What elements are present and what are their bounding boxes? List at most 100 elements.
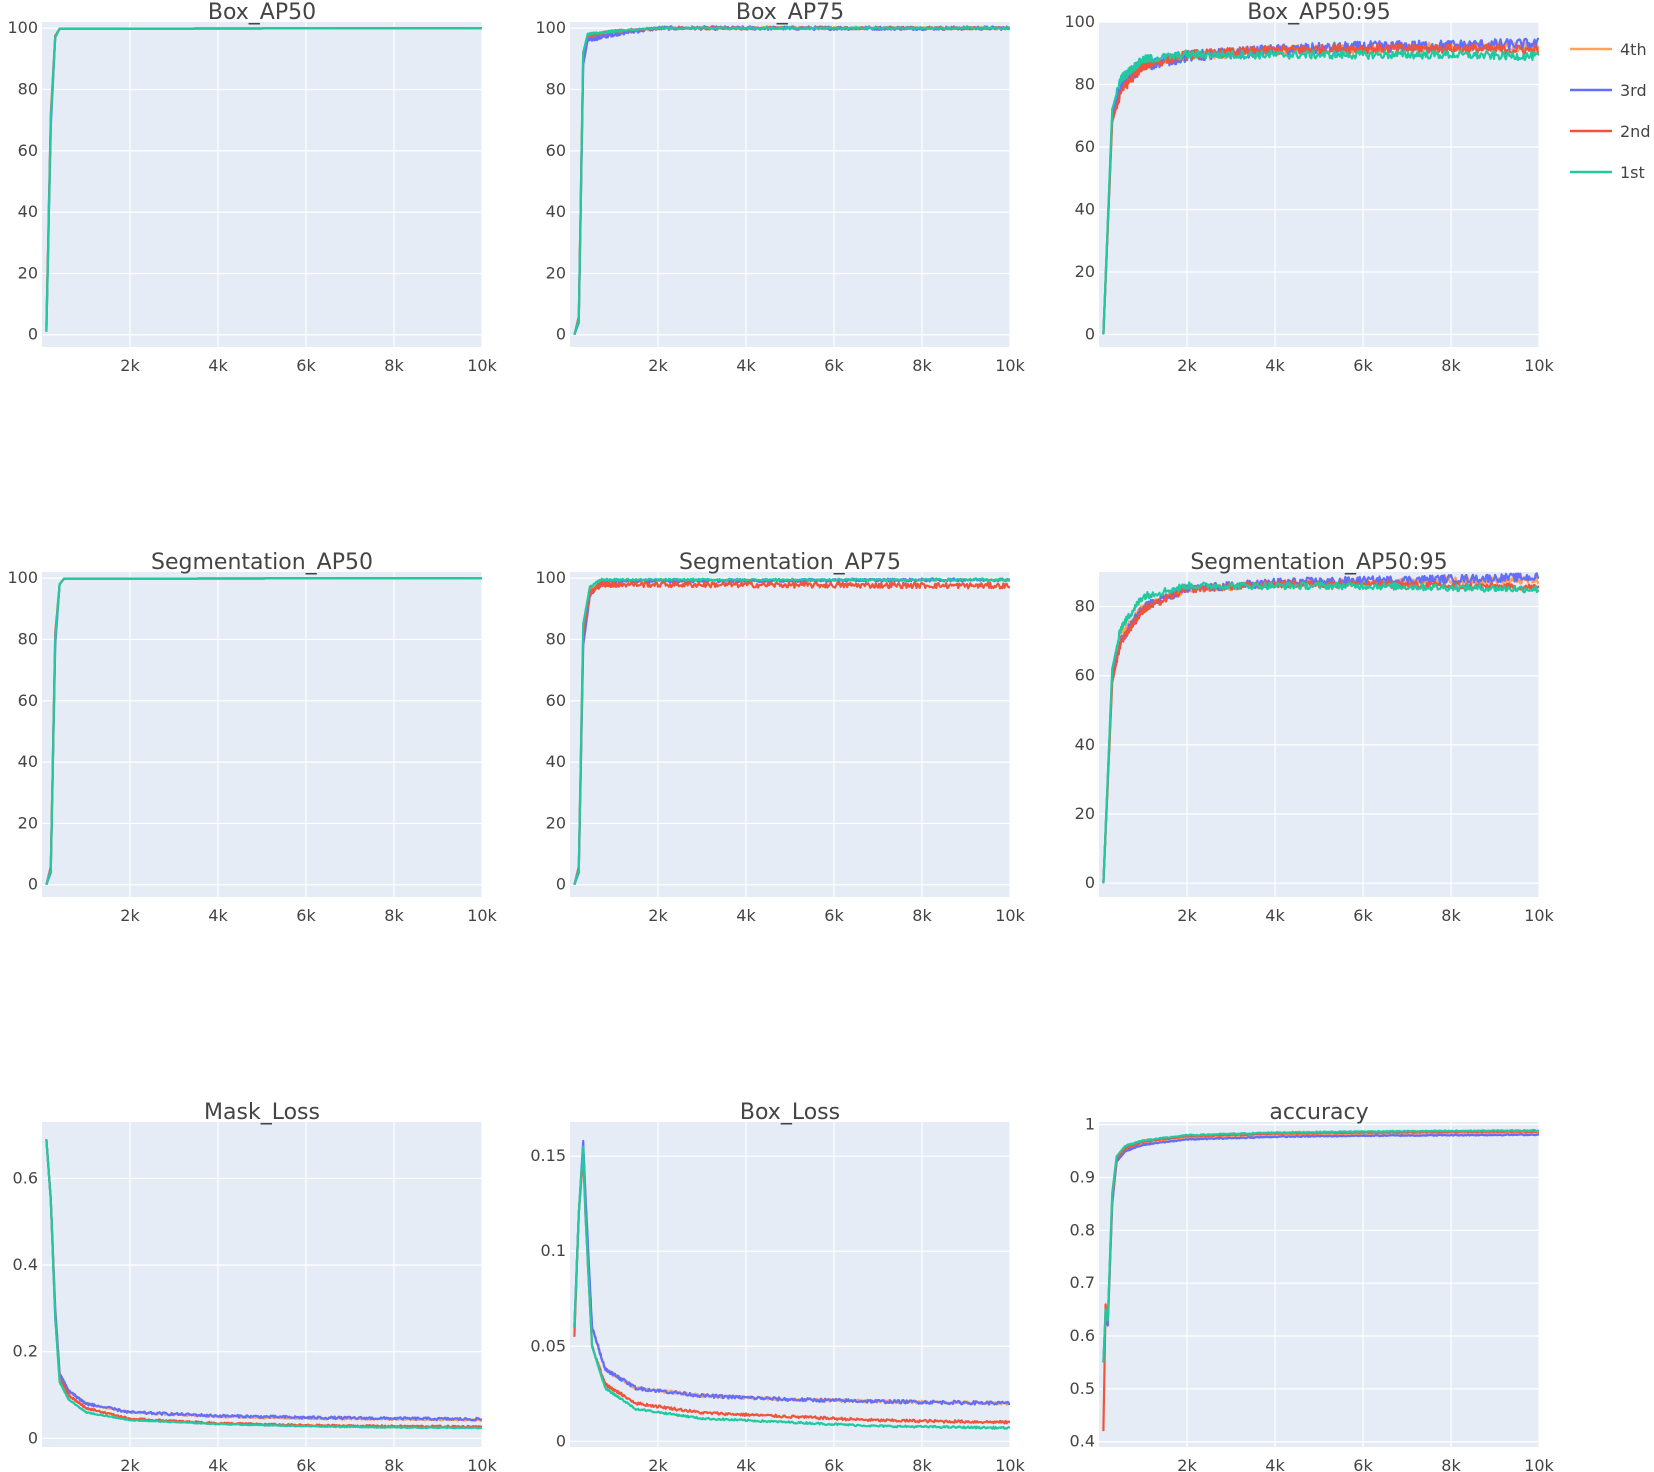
x-tick-label: 2k [1177, 356, 1197, 375]
series-line-1st [573, 26, 1010, 335]
x-tick-label: 4k [736, 1456, 756, 1472]
y-tick-label: 40 [18, 202, 38, 221]
plot-area [570, 22, 1010, 347]
x-tick-label: 6k [824, 906, 844, 925]
x-tick-label: 6k [296, 356, 316, 375]
y-tick-label: 0.5 [1070, 1379, 1095, 1398]
legend-item-3rd[interactable]: 3rd [1570, 81, 1647, 100]
y-tick-label: 80 [546, 629, 566, 648]
legend-label: 2nd [1620, 122, 1650, 141]
y-tick-label: 20 [18, 813, 38, 832]
series-line-3rd [45, 1139, 482, 1422]
y-tick-label: 60 [18, 141, 38, 160]
x-tick-label: 6k [824, 1456, 844, 1472]
x-tick-label: 4k [208, 906, 228, 925]
y-tick-label: 40 [546, 202, 566, 221]
x-tick-label: 4k [208, 356, 228, 375]
series-line-2nd [45, 1139, 482, 1429]
chart-title: Mask_Loss [204, 1100, 320, 1125]
series-line-1st [1102, 1128, 1539, 1363]
chart-title: Segmentation_AP50:95 [1190, 550, 1447, 575]
chart-box-ap50-95: Box_AP50:95 2k 4k 6k 8k 10k 0 20 40 60 80 100 [1064, 0, 1554, 375]
y-tick-label: 0.05 [530, 1336, 566, 1355]
y-tick-label: 60 [18, 691, 38, 710]
chart-box-ap75: Box_AP75 2k 4k 6k 8k 10k 0 20 40 60 80 100 [535, 0, 1025, 375]
y-tick-label: 0.1 [541, 1241, 566, 1260]
y-tick-label: 0.6 [13, 1168, 38, 1187]
y-tick-label: 0.8 [1070, 1220, 1095, 1239]
y-tick-label: 40 [1075, 735, 1095, 754]
y-tick-label: 100 [1064, 12, 1095, 31]
x-tick-label: 8k [384, 1456, 404, 1472]
x-tick-label: 10k [467, 1456, 497, 1472]
x-tick-label: 8k [912, 906, 932, 925]
plot-area [570, 1122, 1010, 1447]
y-tick-label: 80 [1075, 597, 1095, 616]
chart-title: Segmentation_AP50 [151, 550, 373, 575]
chart-segmentation-ap50-95: Segmentation_AP50:95 2k 4k 6k 8k 10k 0 20 40 60 80 [1075, 550, 1555, 925]
x-tick-label: 4k [1265, 906, 1285, 925]
y-tick-label: 20 [1075, 804, 1095, 823]
x-tick-label: 2k [648, 1456, 668, 1472]
y-tick-label: 0.2 [13, 1342, 38, 1361]
y-tick-label: 0 [1085, 873, 1095, 892]
chart-title: Box_AP50 [208, 0, 316, 25]
series-line-2nd [573, 580, 1010, 885]
y-tick-label: 0.9 [1070, 1167, 1095, 1186]
x-tick-label: 8k [1441, 356, 1461, 375]
x-tick-label: 10k [1524, 1456, 1554, 1472]
x-tick-label: 6k [1353, 356, 1373, 375]
legend: 4th 3rd 2nd 1st [1570, 40, 1650, 182]
x-tick-label: 4k [1265, 356, 1285, 375]
y-tick-label: 0.6 [1070, 1326, 1095, 1345]
x-tick-label: 8k [1441, 1456, 1461, 1472]
series-line-2nd [573, 1155, 1010, 1425]
plot-area [1099, 22, 1539, 347]
y-tick-label: 1 [1085, 1115, 1095, 1134]
x-tick-label: 10k [467, 356, 497, 375]
y-tick-label: 100 [535, 18, 566, 37]
x-tick-label: 2k [120, 356, 140, 375]
legend-label: 4th [1620, 40, 1647, 59]
x-tick-label: 2k [120, 1456, 140, 1472]
series-line-2nd [1102, 42, 1539, 335]
y-tick-label: 100 [535, 568, 566, 587]
x-tick-label: 6k [296, 1456, 316, 1472]
x-tick-label: 8k [1441, 906, 1461, 925]
legend-item-2nd[interactable]: 2nd [1570, 122, 1650, 141]
series-line-3rd [573, 1139, 1010, 1406]
x-tick-label: 10k [467, 906, 497, 925]
chart-box-loss: Box_Loss 2k 4k 6k 8k 10k 0 0.05 0.1 0.15 [530, 1100, 1025, 1472]
y-tick-label: 0.7 [1070, 1273, 1095, 1292]
x-tick-label: 6k [824, 356, 844, 375]
x-tick-label: 2k [120, 906, 140, 925]
series-line-1st [1102, 581, 1539, 884]
legend-item-1st[interactable]: 1st [1570, 163, 1645, 182]
y-tick-label: 0 [556, 325, 566, 344]
series-line-1st [573, 1145, 1010, 1430]
y-tick-label: 20 [546, 263, 566, 282]
y-tick-label: 0 [556, 875, 566, 894]
chart-box-ap50: Box_AP50 2k 4k 6k 8k 10k 0 20 40 60 80 100 [7, 0, 497, 375]
x-tick-label: 2k [1177, 906, 1197, 925]
series-line-1st [45, 27, 482, 332]
x-tick-label: 6k [1353, 1456, 1373, 1472]
x-tick-label: 4k [208, 1456, 228, 1472]
chart-segmentation-ap75: Segmentation_AP75 2k 4k 6k 8k 10k 0 20 40 60 80 100 [535, 550, 1025, 925]
y-tick-label: 40 [1075, 200, 1095, 219]
chart-accuracy: accuracy 2k 4k 6k 8k 10k 0.4 0.5 0.6 0.7 0.8 0.9 1 [1070, 1100, 1555, 1472]
y-tick-label: 60 [1075, 137, 1095, 156]
y-tick-label: 80 [1075, 75, 1095, 94]
y-tick-label: 20 [1075, 262, 1095, 281]
chart-title: Box_Loss [740, 1100, 840, 1125]
y-tick-label: 40 [546, 752, 566, 771]
x-tick-label: 10k [1524, 356, 1554, 375]
series-line-1st [1102, 49, 1539, 335]
y-tick-label: 0 [28, 1428, 38, 1447]
plot-area [570, 572, 1010, 897]
legend-item-4th[interactable]: 4th [1570, 40, 1647, 59]
y-tick-label: 0.4 [13, 1255, 38, 1274]
x-tick-label: 4k [1265, 1456, 1285, 1472]
plot-area [42, 22, 482, 347]
